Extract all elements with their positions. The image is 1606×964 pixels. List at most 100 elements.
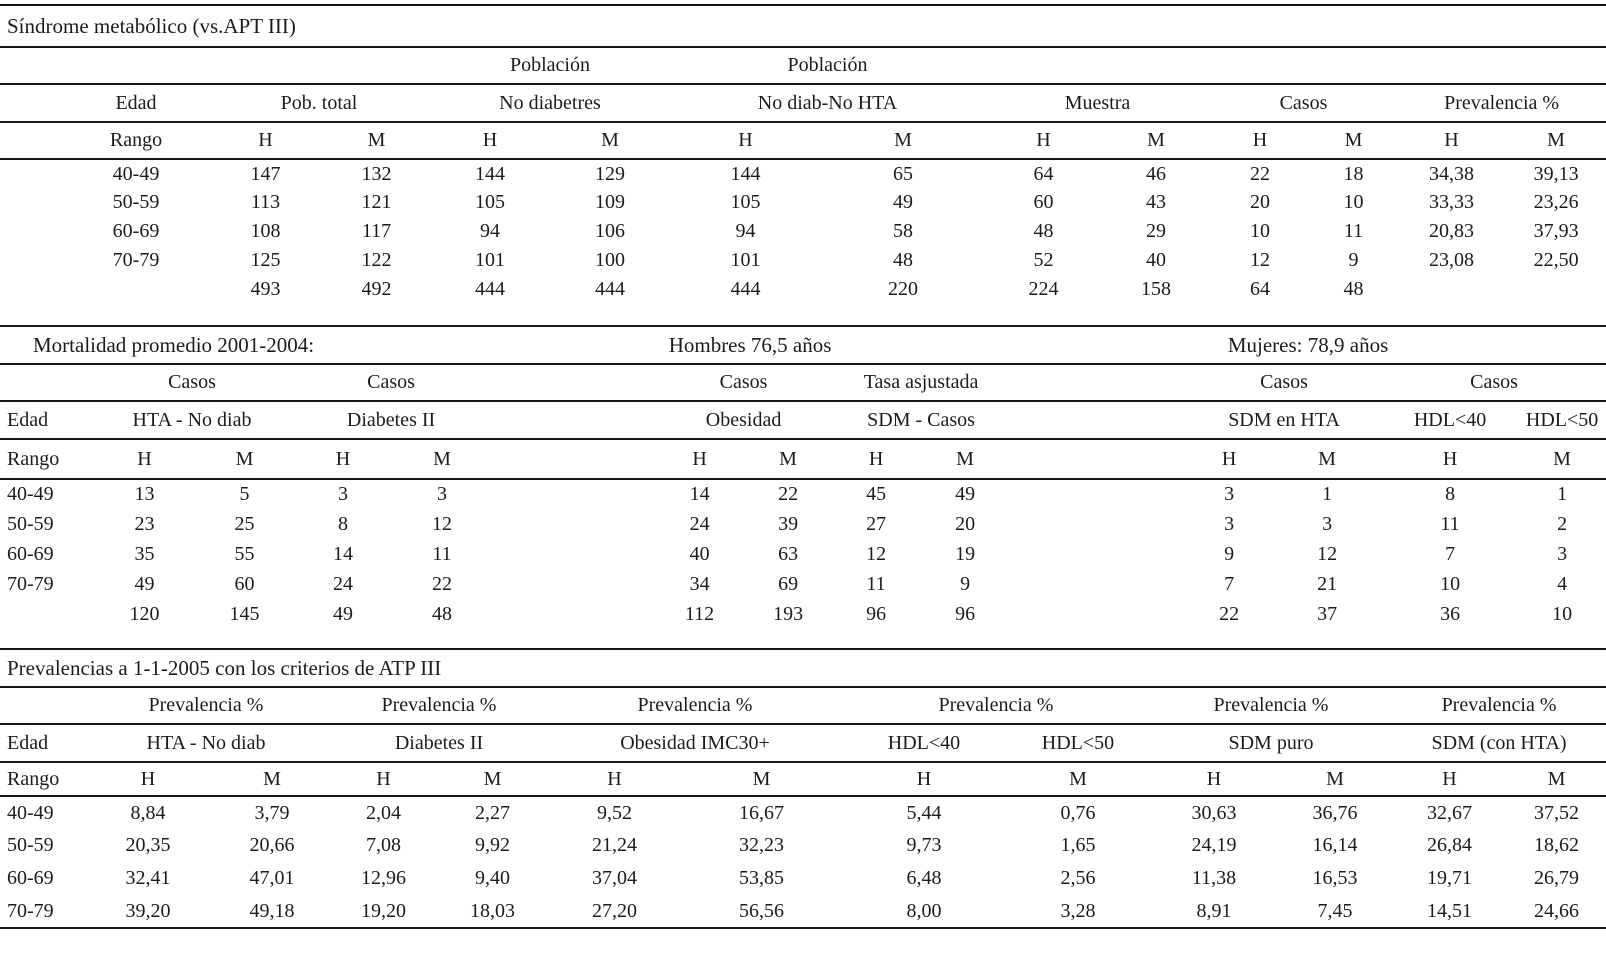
cell: 11	[432, 542, 452, 565]
cell: 39,13	[1533, 162, 1579, 185]
cell: 125	[250, 249, 281, 271]
cell: 7	[1445, 542, 1456, 565]
cell: 70-79	[7, 572, 54, 595]
cell: 11	[1343, 220, 1364, 242]
column-header: Muestra	[985, 84, 1210, 123]
table-sindrome-metabolico: Síndrome metabólico (vs.APT III) Poblaci…	[0, 4, 1606, 304]
cell: 20	[955, 512, 976, 535]
column-header: Casos	[92, 364, 292, 402]
column-header: Prevalencia %	[82, 687, 330, 725]
cell: 48	[1033, 220, 1054, 242]
cell: 50-59	[112, 191, 160, 213]
spacer-cell	[490, 569, 655, 599]
column-header: Edad	[0, 401, 92, 440]
spacer-cell	[490, 479, 655, 509]
cell: 48	[432, 602, 453, 625]
cell: 47,01	[249, 867, 295, 889]
cell: 56,56	[681, 895, 842, 929]
column-header: M	[197, 439, 292, 480]
column-header: M	[1272, 439, 1383, 480]
column-header: M	[1102, 122, 1210, 160]
cell: 32,41	[125, 867, 171, 889]
column-header: Pob. total	[208, 84, 430, 123]
cell: 20	[1250, 191, 1270, 213]
cell: 24,66	[1507, 895, 1606, 929]
cell: 9,52	[597, 801, 632, 824]
column-header: M	[1506, 122, 1606, 160]
cell: 65	[893, 162, 913, 185]
cell: 112	[684, 602, 715, 625]
cell: 3	[1322, 512, 1333, 535]
cell: 8,00	[842, 895, 1006, 929]
cell: 129	[595, 162, 625, 185]
cell: 20,35	[125, 834, 171, 856]
column-header: M	[681, 762, 842, 797]
cell: 49	[955, 483, 976, 505]
table-row: 50-59 23 25 8 12 24 39 27 20 3 3 11 2	[0, 509, 1606, 539]
cell: 70-79	[112, 249, 160, 271]
cell: 45	[866, 483, 887, 505]
cell: 40	[1146, 249, 1166, 271]
column-header: H	[1210, 122, 1310, 160]
cell: 94	[735, 220, 756, 242]
column-header: HDL<40	[1382, 401, 1519, 440]
cell: 16,67	[739, 801, 784, 824]
cell: 144	[730, 162, 761, 185]
section1-sub-header-row: Rango H M H M H M H M H M H M	[0, 122, 1606, 160]
cell: 37	[1317, 602, 1338, 625]
cell: 32,23	[739, 834, 784, 856]
cell: 27,20	[548, 895, 681, 929]
column-header: H	[1392, 762, 1507, 797]
cell: 11	[866, 572, 886, 595]
column-header: H	[842, 762, 1006, 797]
cell: 49,18	[214, 895, 330, 929]
cell: 158	[1141, 278, 1171, 300]
cell: 24	[689, 512, 710, 535]
table-row: 120 145 49 48 112 193 96 96 22 37 36 10	[0, 599, 1606, 629]
cell: 60-69	[7, 542, 54, 565]
cell	[0, 599, 92, 629]
column-header: Casos	[1186, 364, 1383, 402]
column-header: H	[82, 762, 214, 797]
cell: 18,62	[1534, 834, 1580, 856]
spacer-cell	[1010, 509, 1186, 539]
cell: 20,83	[1429, 220, 1474, 242]
column-header: M	[323, 122, 430, 160]
spacer-cell	[985, 47, 1606, 85]
cell: 12,96	[361, 867, 406, 889]
spacer-cell	[490, 599, 655, 629]
column-header: SDM - Casos	[832, 401, 1011, 440]
cell: 113	[250, 191, 281, 213]
cell: 96	[866, 602, 887, 625]
cell: 108	[250, 220, 281, 242]
cell: 12	[1317, 542, 1338, 565]
cell: 11	[1440, 512, 1460, 535]
column-header: M	[1507, 762, 1606, 797]
column-header: Rango	[0, 439, 92, 480]
cell: 224	[1028, 278, 1059, 300]
cell: 492	[361, 278, 392, 300]
cell: 105	[475, 191, 505, 213]
table-row: 70-79 39,20 49,18 19,20 18,03 27,20 56,56 8,00 3…	[0, 895, 1606, 929]
column-header: Tasa asjustada	[832, 364, 1011, 402]
column-header: HTA - No diab	[92, 401, 292, 440]
table-row: 40-49 147 132 144 129 144 65 64 46 22 18 34,38 39,13	[0, 159, 1606, 188]
cell: 50-59	[7, 834, 54, 856]
spacer-cell	[1010, 539, 1186, 569]
cell: 3	[1224, 512, 1235, 535]
section3-title-row: Prevalencias a 1-1-2005 con los criterio…	[0, 648, 1606, 688]
cell: 22	[1219, 602, 1240, 625]
column-header: H	[1186, 439, 1273, 480]
column-header: M	[744, 439, 833, 480]
cell: 49	[134, 572, 155, 595]
spacer-cell	[490, 401, 656, 440]
cell: 40-49	[7, 801, 54, 824]
cell: 96	[955, 602, 976, 625]
column-header: HTA - No diab	[82, 724, 330, 763]
cell: 19	[955, 542, 976, 565]
section3-super-header-row: Prevalencia % Prevalencia % Prevalencia …	[0, 687, 1606, 725]
cell: 8	[338, 512, 348, 535]
section2-group-header-row: Edad HTA - No diab Diabetes II Obesidad …	[0, 401, 1606, 440]
cell: 10	[1552, 602, 1573, 625]
cell: 23	[134, 512, 155, 535]
